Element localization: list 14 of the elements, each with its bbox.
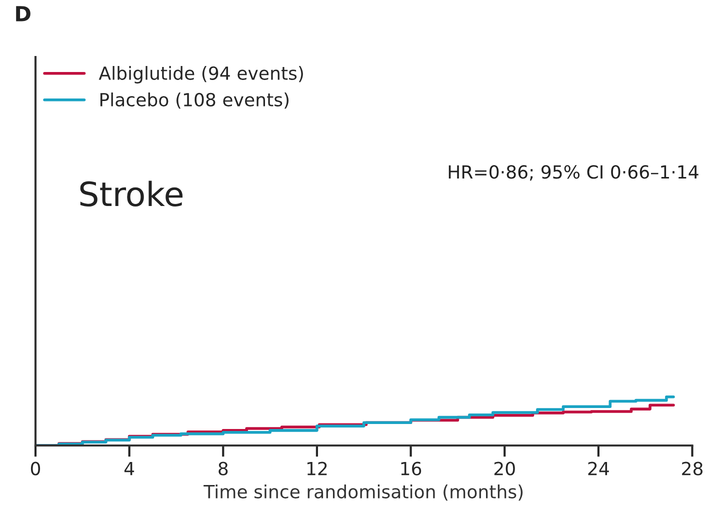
legend-label: Albiglutide (94 events) bbox=[98, 66, 303, 84]
x-tick-label: 8 bbox=[218, 462, 228, 476]
text: Stroke bbox=[80, 180, 183, 207]
x-axis-title: Time since randomisation (months) bbox=[204, 484, 523, 501]
text: HR=0·86; 95% CI 0·66–1·14 bbox=[448, 165, 698, 181]
text: D bbox=[16, 6, 30, 22]
x-tick-label: 16 bbox=[401, 462, 422, 476]
x-tick-label: 4 bbox=[124, 462, 134, 476]
legend-label: Placebo (108 events) bbox=[100, 92, 289, 109]
x-tick-label: 20 bbox=[494, 462, 515, 476]
x-tick-label: 24 bbox=[588, 462, 609, 476]
x-tick-label: 0 bbox=[30, 462, 40, 476]
x-tick-label: 12 bbox=[307, 462, 327, 476]
x-tick-label: 28 bbox=[682, 462, 702, 476]
